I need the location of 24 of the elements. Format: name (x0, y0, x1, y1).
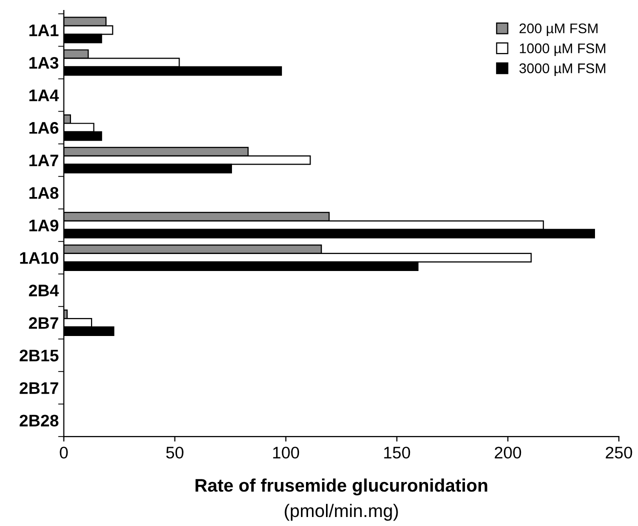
y-tick-label: 2B28 (20, 414, 58, 427)
legend-label: 3000 µM FSM (519, 63, 606, 76)
y-tick-label: 2B17 (20, 382, 58, 394)
y-tick-label: 1A10 (20, 252, 58, 264)
y-tick-label: 1A6 (29, 122, 58, 134)
x-tick-label: 150 (384, 446, 410, 459)
x-tick-label: 250 (606, 446, 632, 459)
y-tick-label: 1A7 (29, 154, 58, 166)
x-tick-label: 50 (166, 446, 184, 459)
x-tick-label: 200 (494, 446, 522, 459)
legend-label: 200 µM FSM (520, 23, 598, 36)
y-tick-label: 2B7 (28, 317, 58, 329)
y-tick-label: 1A1 (29, 24, 58, 36)
y-tick-label: 1A9 (29, 220, 58, 232)
x-axis-title: Rate of frusemide glucuronidation (196, 478, 488, 496)
legend-label: 1000 µM FSM (520, 43, 606, 56)
x-tick-label: 100 (273, 446, 300, 459)
x-tick-label: 0 (60, 446, 68, 459)
y-tick-label: 2B15 (20, 350, 58, 362)
y-tick-label: 1A8 (29, 187, 58, 199)
y-tick-label: 2B4 (28, 284, 59, 296)
text: (pmol/min.mg) (284, 504, 398, 521)
y-tick-label: 1A3 (29, 56, 58, 69)
y-tick-label: 1A4 (29, 90, 59, 102)
